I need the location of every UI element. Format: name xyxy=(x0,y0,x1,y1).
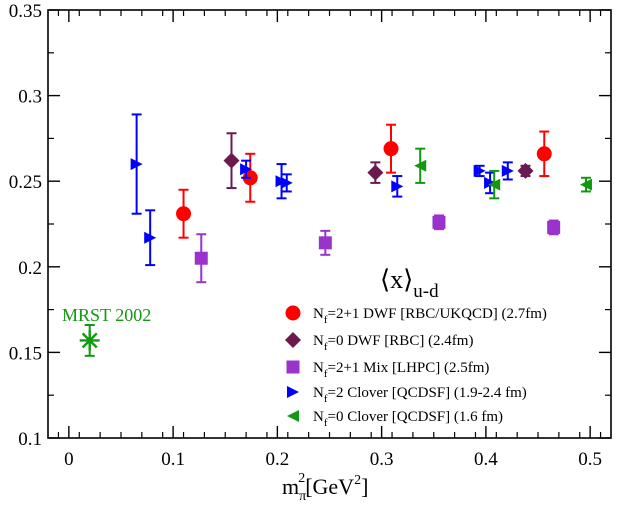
x-tick-label: 0.4 xyxy=(474,449,498,470)
triangle-right-marker xyxy=(280,176,293,189)
data-point xyxy=(223,132,240,190)
x-tick-labels: 0 0.1 0.2 0.3 0.4 0.5 xyxy=(64,449,602,470)
series-diamond xyxy=(223,132,534,190)
legend-entry: Nf=2+1 Mix [LHPC] (2.5fm) xyxy=(286,360,489,380)
diamond-marker xyxy=(367,164,384,181)
data-point xyxy=(501,161,514,181)
data-point xyxy=(144,209,157,267)
data-point xyxy=(488,169,501,200)
y-tick-label: 0.2 xyxy=(18,258,42,279)
triangle-right-marker xyxy=(240,163,253,176)
data-point xyxy=(414,147,427,184)
legend-label: Nf=0 Clover [QCDSF] (1.6 fm) xyxy=(313,409,503,429)
circle-marker xyxy=(176,206,192,222)
triangle-left-marker xyxy=(414,159,427,172)
data-point xyxy=(280,173,293,193)
square-marker xyxy=(432,215,446,229)
triangle-right-marker xyxy=(391,180,404,193)
series-triangle-right xyxy=(130,113,514,267)
legend-entry: Nf=2 Clover [QCDSF] (1.9-2.4 fm) xyxy=(287,385,527,405)
data-point xyxy=(536,130,552,178)
square-marker xyxy=(286,360,300,374)
legend-entry: Nf=2+1 DWF [RBC/UKQCD] (2.7fm) xyxy=(285,305,547,326)
x-tick-label: 0 xyxy=(64,449,74,470)
data-point xyxy=(579,176,592,193)
data-point xyxy=(318,229,332,256)
data-point xyxy=(240,159,253,179)
triangle-right-marker xyxy=(130,158,143,171)
triangle-right-marker xyxy=(287,386,299,398)
observable-label: ⟨x⟩u-d xyxy=(380,265,439,302)
data-point xyxy=(517,162,534,179)
legend-label: Nf=2+1 DWF [RBC/UKQCD] (2.7fm) xyxy=(313,306,547,326)
circle-marker xyxy=(536,146,552,162)
triangle-left-marker xyxy=(287,410,299,422)
data-point xyxy=(432,214,446,231)
series-triangle-left xyxy=(414,147,592,200)
data-point xyxy=(367,161,384,184)
axis-ticks xyxy=(48,9,611,439)
diamond-marker xyxy=(285,332,301,348)
data-point xyxy=(383,123,399,174)
y-tick-label: 0.25 xyxy=(9,172,42,193)
diamond-marker xyxy=(517,162,534,179)
legend-label: Nf=2 Clover [QCDSF] (1.9-2.4 fm) xyxy=(313,385,527,405)
square-marker xyxy=(194,251,208,265)
data-point xyxy=(473,164,486,178)
data-point xyxy=(176,188,192,239)
triangle-right-marker xyxy=(501,164,514,177)
legend-label: Nf=2+1 Mix [LHPC] (2.5fm) xyxy=(313,360,489,380)
square-marker xyxy=(547,220,561,234)
circle-marker xyxy=(383,141,399,157)
series-square xyxy=(194,214,561,284)
circle-marker xyxy=(285,305,301,321)
data-point xyxy=(194,233,208,284)
mrst-2002-label: MRST 2002 xyxy=(62,305,151,325)
legend-entry: Nf=0 DWF [RBC] (2.4fm) xyxy=(285,332,473,353)
y-tick-labels: 0.1 0.15 0.2 0.25 0.3 0.35 xyxy=(9,1,42,450)
legend: Nf=2+1 DWF [RBC/UKQCD] (2.7fm) Nf=0 DWF [… xyxy=(285,305,547,429)
x-tick-label: 0.3 xyxy=(370,449,394,470)
data-point xyxy=(547,219,561,236)
asterisk-stroke xyxy=(81,332,98,349)
data-points xyxy=(79,113,592,357)
x-tick-label: 0.5 xyxy=(578,449,602,470)
y-tick-label: 0.3 xyxy=(18,87,42,108)
x-tick-label: 0.1 xyxy=(161,449,185,470)
y-tick-label: 0.15 xyxy=(9,343,42,364)
x-tick-label: 0.2 xyxy=(265,449,289,470)
triangle-right-marker xyxy=(473,164,486,177)
data-point xyxy=(79,324,100,357)
x-axis-title: mπ2[GeV2] xyxy=(282,471,368,504)
legend-label: Nf=0 DWF [RBC] (2.4fm) xyxy=(313,333,473,353)
diamond-marker xyxy=(223,152,240,169)
y-tick-label: 0.35 xyxy=(9,1,42,22)
series-asterisk xyxy=(79,324,100,357)
legend-entry: Nf=0 Clover [QCDSF] (1.6 fm) xyxy=(287,409,503,429)
square-marker xyxy=(318,236,332,250)
y-tick-label: 0.1 xyxy=(18,429,42,450)
triangle-right-marker xyxy=(484,176,497,189)
triangle-left-marker xyxy=(579,178,592,191)
data-point xyxy=(391,175,404,198)
triangle-left-marker xyxy=(488,178,501,191)
triangle-right-marker xyxy=(144,231,157,244)
data-point xyxy=(130,113,143,215)
